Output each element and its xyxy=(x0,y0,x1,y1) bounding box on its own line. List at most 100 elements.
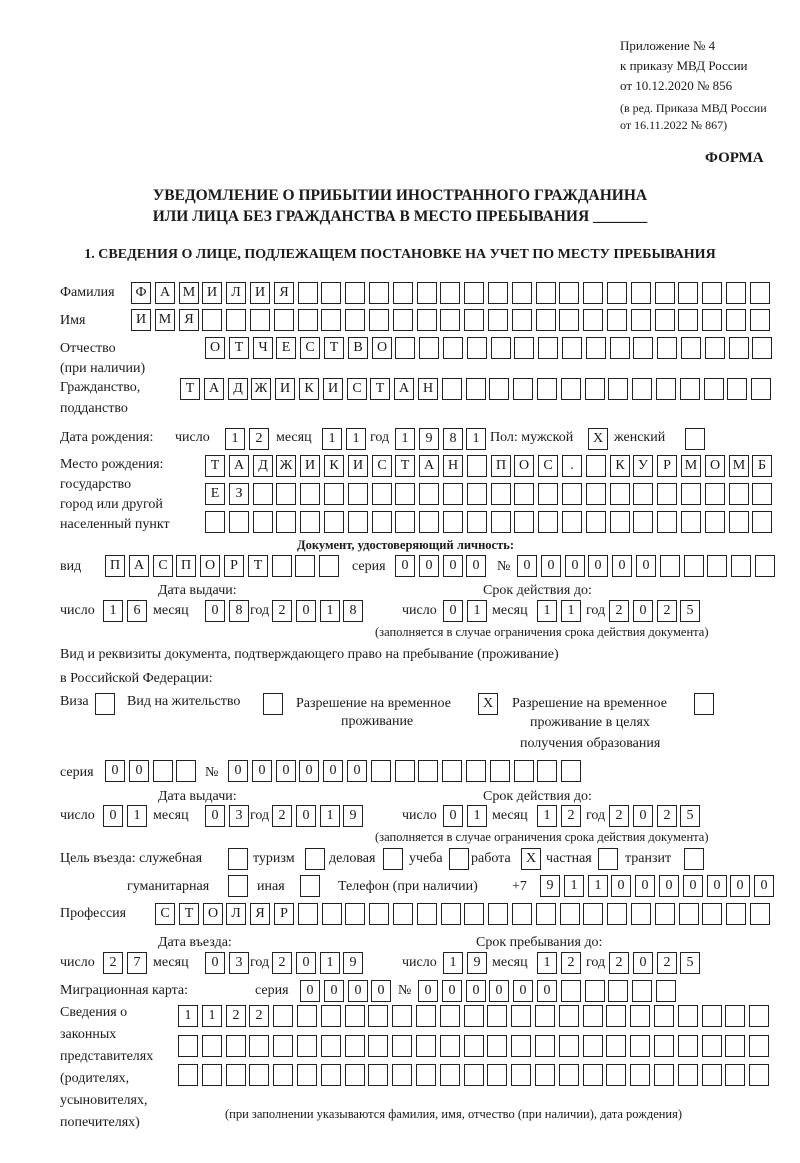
char-cell[interactable] xyxy=(491,511,511,533)
char-cell[interactable] xyxy=(176,760,196,782)
char-cell[interactable]: Я xyxy=(250,903,270,925)
char-cell[interactable] xyxy=(250,309,270,331)
char-cell[interactable]: 2 xyxy=(657,952,677,974)
char-cell[interactable]: О xyxy=(514,455,534,477)
char-cell[interactable]: 0 xyxy=(659,875,679,897)
char-cell[interactable]: 1 xyxy=(467,805,487,827)
char-cell[interactable]: С xyxy=(538,455,558,477)
char-cell[interactable] xyxy=(321,309,341,331)
char-cell[interactable] xyxy=(583,1035,603,1057)
char-cell[interactable] xyxy=(585,378,605,400)
char-cell[interactable]: М xyxy=(729,455,749,477)
char-cell[interactable] xyxy=(655,282,675,304)
char-cell[interactable]: 1 xyxy=(320,952,340,974)
char-cell[interactable] xyxy=(680,378,700,400)
char-cell[interactable] xyxy=(583,1064,603,1086)
char-cell[interactable] xyxy=(464,1005,484,1027)
char-cell[interactable] xyxy=(537,760,557,782)
char-cell[interactable] xyxy=(440,1005,460,1027)
purpose-transit-checkbox[interactable] xyxy=(684,848,704,870)
char-cell[interactable]: 1 xyxy=(103,600,123,622)
visa-checkbox[interactable] xyxy=(95,693,115,715)
char-cell[interactable] xyxy=(512,282,532,304)
char-cell[interactable] xyxy=(440,1064,460,1086)
char-cell[interactable] xyxy=(368,1005,388,1027)
char-cell[interactable]: 0 xyxy=(205,952,225,974)
char-cell[interactable] xyxy=(749,1064,769,1086)
char-cell[interactable]: 9 xyxy=(540,875,560,897)
char-cell[interactable] xyxy=(755,555,775,577)
char-cell[interactable]: 0 xyxy=(347,760,367,782)
char-cell[interactable] xyxy=(749,1035,769,1057)
char-cell[interactable] xyxy=(491,337,511,359)
char-cell[interactable] xyxy=(631,282,651,304)
char-cell[interactable]: 1 xyxy=(537,952,557,974)
char-cell[interactable]: Е xyxy=(276,337,296,359)
char-cell[interactable] xyxy=(249,1035,269,1057)
char-cell[interactable] xyxy=(679,903,699,925)
char-cell[interactable] xyxy=(368,1064,388,1086)
char-cell[interactable] xyxy=(633,511,653,533)
char-cell[interactable]: П xyxy=(176,555,196,577)
char-cell[interactable] xyxy=(321,282,341,304)
char-cell[interactable] xyxy=(345,1064,365,1086)
char-cell[interactable] xyxy=(419,337,439,359)
char-cell[interactable] xyxy=(321,1035,341,1057)
char-cell[interactable]: 0 xyxy=(730,875,750,897)
char-cell[interactable] xyxy=(511,1064,531,1086)
char-cell[interactable] xyxy=(726,903,746,925)
char-cell[interactable] xyxy=(440,309,460,331)
char-cell[interactable]: 0 xyxy=(633,600,653,622)
char-cell[interactable] xyxy=(537,378,557,400)
char-cell[interactable] xyxy=(630,1064,650,1086)
char-cell[interactable]: 0 xyxy=(296,952,316,974)
char-cell[interactable] xyxy=(395,337,415,359)
char-cell[interactable] xyxy=(750,282,770,304)
char-cell[interactable]: 8 xyxy=(443,428,463,450)
char-cell[interactable] xyxy=(276,483,296,505)
char-cell[interactable]: 2 xyxy=(103,952,123,974)
sex-female-checkbox[interactable] xyxy=(685,428,705,450)
char-cell[interactable] xyxy=(229,511,249,533)
char-cell[interactable] xyxy=(678,309,698,331)
char-cell[interactable]: 1 xyxy=(537,805,557,827)
char-cell[interactable] xyxy=(464,1035,484,1057)
char-cell[interactable]: Б xyxy=(752,455,772,477)
char-cell[interactable] xyxy=(419,483,439,505)
char-cell[interactable] xyxy=(536,903,556,925)
char-cell[interactable] xyxy=(586,337,606,359)
char-cell[interactable]: В xyxy=(348,337,368,359)
char-cell[interactable]: 1 xyxy=(322,428,342,450)
char-cell[interactable] xyxy=(392,1064,412,1086)
char-cell[interactable] xyxy=(295,555,315,577)
char-cell[interactable]: Д xyxy=(253,455,273,477)
char-cell[interactable] xyxy=(487,1005,507,1027)
char-cell[interactable]: А xyxy=(204,378,224,400)
char-cell[interactable] xyxy=(559,1035,579,1057)
char-cell[interactable] xyxy=(392,1005,412,1027)
char-cell[interactable]: 0 xyxy=(517,555,537,577)
char-cell[interactable]: Н xyxy=(418,378,438,400)
char-cell[interactable]: Я xyxy=(274,282,294,304)
char-cell[interactable] xyxy=(535,1064,555,1086)
char-cell[interactable] xyxy=(702,903,722,925)
char-cell[interactable] xyxy=(443,337,463,359)
char-cell[interactable]: 2 xyxy=(609,600,629,622)
char-cell[interactable] xyxy=(202,1035,222,1057)
char-cell[interactable]: Р xyxy=(657,455,677,477)
char-cell[interactable] xyxy=(655,309,675,331)
char-cell[interactable] xyxy=(393,309,413,331)
char-cell[interactable]: Н xyxy=(443,455,463,477)
char-cell[interactable] xyxy=(583,309,603,331)
char-cell[interactable]: О xyxy=(203,903,223,925)
char-cell[interactable]: 8 xyxy=(229,600,249,622)
char-cell[interactable] xyxy=(348,483,368,505)
char-cell[interactable] xyxy=(300,483,320,505)
char-cell[interactable] xyxy=(630,1035,650,1057)
char-cell[interactable] xyxy=(345,1005,365,1027)
char-cell[interactable] xyxy=(559,282,579,304)
char-cell[interactable] xyxy=(729,483,749,505)
char-cell[interactable] xyxy=(731,555,751,577)
char-cell[interactable]: К xyxy=(324,455,344,477)
char-cell[interactable]: 2 xyxy=(657,805,677,827)
